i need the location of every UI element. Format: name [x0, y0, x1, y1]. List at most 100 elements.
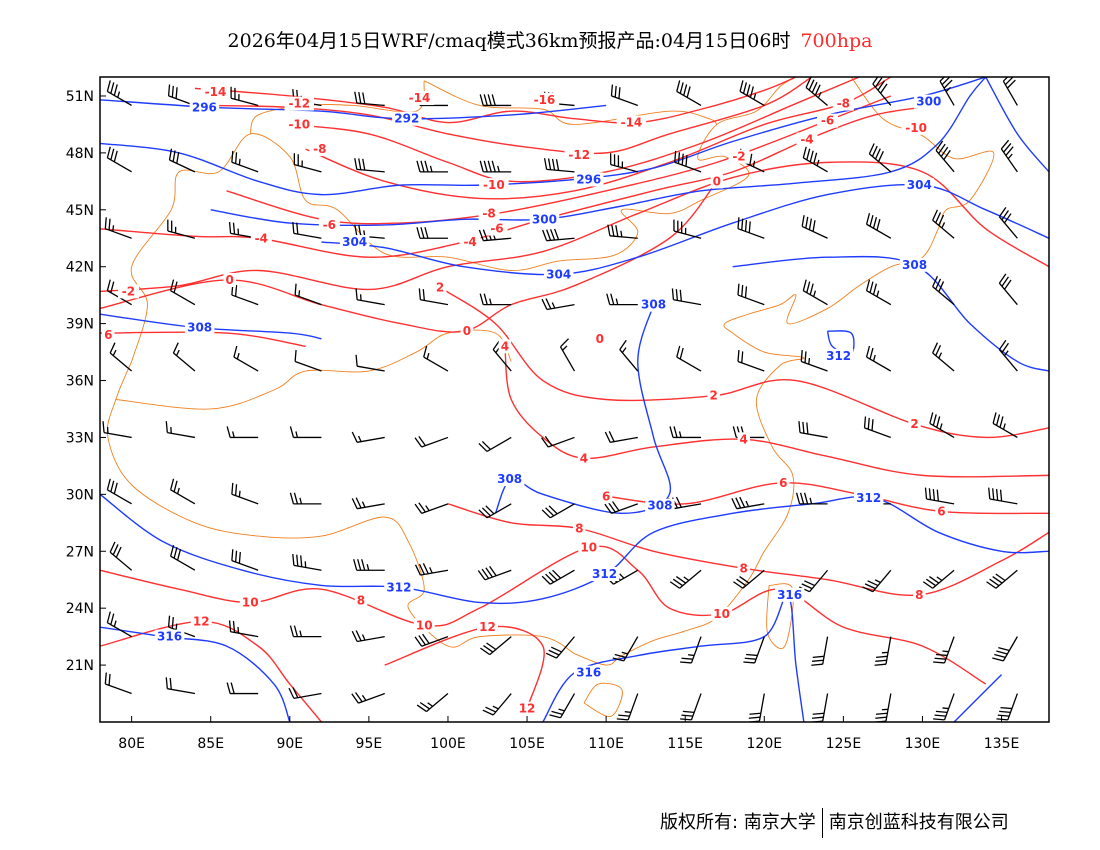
wind-barb [673, 219, 702, 239]
wind-barb [541, 298, 575, 311]
wind-barb [294, 350, 322, 372]
wind-barb [733, 569, 765, 589]
wind-barb [805, 77, 828, 106]
temperature-label-bg [777, 475, 790, 490]
lat-tick-label: 21N [66, 658, 94, 674]
wind-barb [170, 279, 196, 306]
temperature-label: -6 [490, 222, 503, 236]
temperature-label-bg [578, 540, 600, 555]
border-line [115, 329, 512, 410]
height-contour [100, 313, 322, 340]
temperature-label: 12 [519, 702, 536, 716]
lon-tick-label: 100E [430, 736, 466, 752]
temperature-label-bg [707, 388, 720, 403]
wind-barb [802, 279, 828, 306]
temperature-label: -2 [122, 284, 135, 298]
wind-barb [414, 435, 449, 448]
wind-barb [604, 431, 638, 443]
wind-barb [480, 636, 512, 656]
temperature-label: 0 [226, 273, 234, 287]
wind-barb [676, 80, 702, 107]
temperature-label-bg [284, 96, 315, 111]
temperature-isotherm [447, 503, 1049, 597]
temperature-label: 12 [193, 614, 210, 628]
wind-barb [669, 569, 702, 589]
height-label: 316 [576, 666, 601, 680]
wind-barb [798, 569, 829, 593]
temperature-label-bg [599, 489, 613, 504]
wind-barb [933, 693, 955, 721]
temperature-isotherm [100, 180, 718, 333]
wind-barb [233, 345, 259, 372]
temperature-label-bg [908, 417, 921, 432]
height-contour [100, 77, 986, 196]
temperature-label: 10 [580, 540, 597, 554]
temperature-label: 8 [357, 594, 365, 608]
wind-barb [170, 478, 196, 505]
wind-barb [933, 636, 955, 664]
wind-barb [676, 345, 702, 372]
temperature-label: 12 [479, 620, 496, 634]
temperature-label: -6 [821, 114, 834, 128]
temperature-label-bg [935, 504, 948, 519]
wind-barb [802, 146, 828, 173]
temperature-label: 0 [463, 324, 471, 338]
wind-barb [811, 636, 829, 666]
wind-barb [351, 431, 385, 443]
temperature-label: 4 [501, 339, 509, 353]
temperature-label-bg [190, 614, 212, 629]
temperature-label-bg [200, 85, 231, 100]
wind-barb [865, 213, 892, 239]
wind-barb [559, 338, 576, 372]
temperature-label-bg [284, 117, 315, 132]
temperature-label: 8 [915, 588, 923, 602]
wind-barb [355, 288, 385, 306]
temperature-label: 10 [713, 607, 730, 621]
border-line [130, 77, 797, 362]
wind-barb [992, 412, 1018, 439]
height-label: 296 [192, 100, 217, 114]
temperature-label-bg [817, 113, 839, 128]
wind-barb [731, 496, 765, 510]
temperature-label-bg [901, 120, 931, 135]
height-label-bg [339, 235, 370, 250]
temperature-label: 2 [436, 281, 444, 295]
wind-barb [293, 153, 322, 173]
temperature-label-bg [413, 618, 435, 633]
height-contour [732, 255, 1049, 372]
temperature-label: -6 [323, 218, 336, 232]
lon-tick-label: 120E [747, 736, 783, 752]
temperature-label-bg [239, 595, 261, 610]
temperature-label: -12 [568, 148, 590, 162]
lon-tick-label: 85E [197, 736, 224, 752]
wind-barb [929, 412, 955, 439]
wind-barb [292, 221, 322, 239]
height-label: 292 [394, 112, 419, 126]
wind-barb [478, 229, 512, 242]
height-label-bg [184, 320, 215, 335]
wind-barbs [102, 77, 1018, 722]
height-label-bg [645, 498, 675, 513]
lon-tick-label: 90E [276, 736, 303, 752]
temperature-label: -14 [205, 85, 227, 99]
height-label: 316 [157, 630, 182, 644]
wind-barb [354, 158, 385, 173]
temperature-label: 2 [710, 389, 718, 403]
wind-barb [798, 421, 828, 439]
height-label-bg [589, 567, 620, 582]
temperature-label-bg [309, 142, 331, 157]
wind-barb [872, 77, 892, 106]
lon-tick-label: 125E [826, 736, 862, 752]
temperature-label: 10 [416, 618, 433, 632]
temperature-label: -4 [255, 231, 268, 245]
temperature-label: -16 [534, 93, 556, 107]
wind-barb [106, 80, 132, 107]
wind-barb [414, 633, 449, 647]
temperature-label-bg [572, 521, 586, 536]
wind-barb [674, 150, 702, 173]
height-label-bg [494, 472, 525, 487]
wind-barb [932, 209, 955, 239]
wind-barb [545, 636, 575, 659]
height-label-bg [823, 348, 854, 363]
wind-barb [932, 342, 955, 372]
